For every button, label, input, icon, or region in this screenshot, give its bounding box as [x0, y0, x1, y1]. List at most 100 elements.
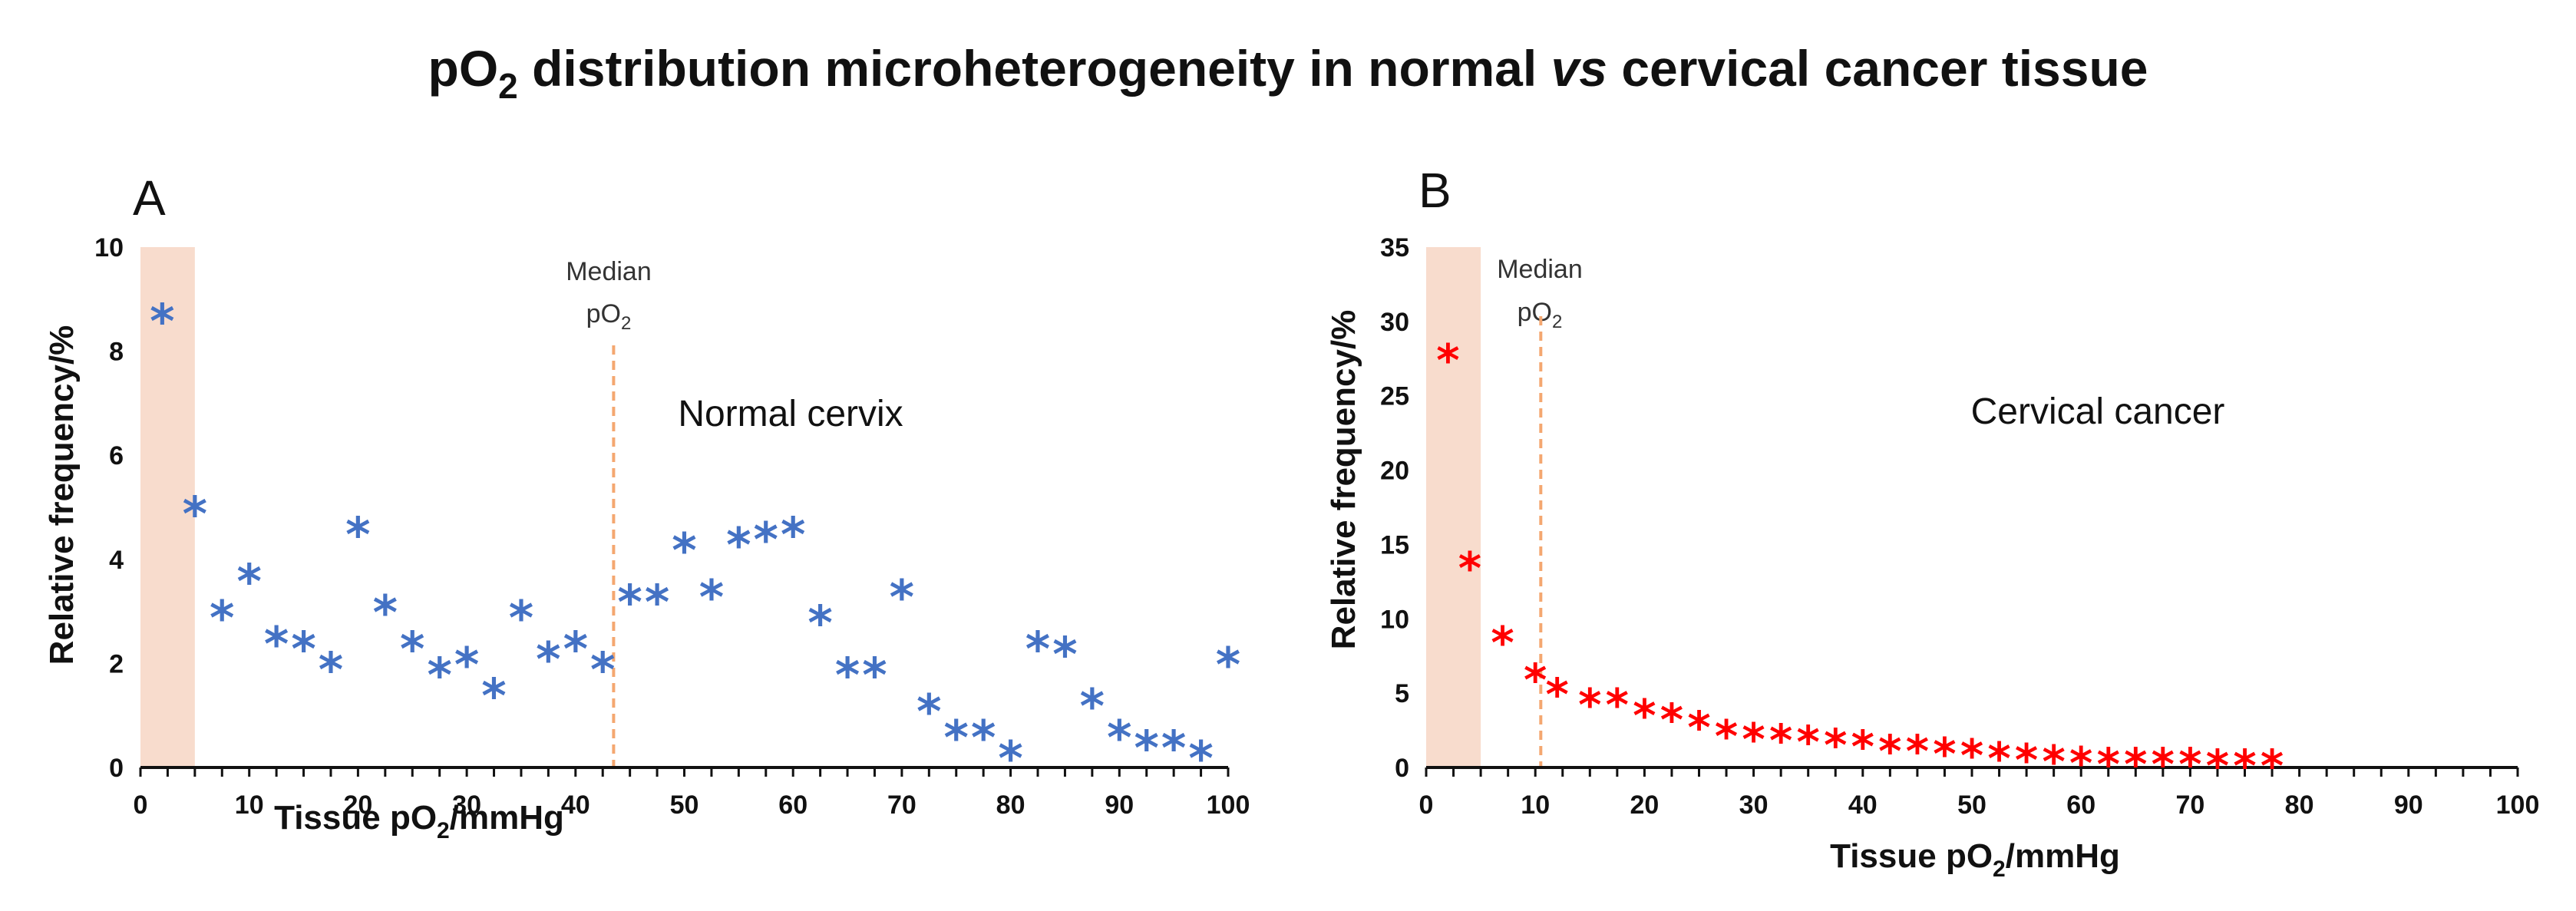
panel-b-data-point: *: [1545, 668, 1568, 721]
panel-b-data-point: *: [1436, 334, 1459, 386]
panel-a-label: A: [133, 170, 166, 226]
panel-a-data-point: *: [1107, 710, 1131, 766]
panel-b-data-point: *: [2124, 738, 2147, 791]
panel-a-data-point: *: [536, 632, 560, 688]
panel-a-y-tick-label: 10: [94, 233, 124, 262]
panel-b-x-axis-label: Tissue pO2/mmHg: [1830, 837, 2120, 882]
panel-a-data-point: *: [454, 637, 479, 693]
panel-b-y-tick-label: 35: [1380, 233, 1409, 262]
panel-b-y-tick-label: 15: [1380, 530, 1409, 559]
panel-b-data-point: *: [2152, 738, 2175, 791]
panel-a-x-tick-label: 20: [343, 791, 372, 820]
panel-b-x-tick-label: 90: [2394, 791, 2423, 820]
panel-b-y-tick-label: 30: [1380, 308, 1409, 337]
panel-a-y-tick-label: 2: [109, 649, 124, 678]
panel-a-y-tick-label: 6: [109, 441, 124, 470]
panel-a-data-point: *: [563, 622, 588, 678]
panel-b-x-tick-label: 80: [2285, 791, 2314, 820]
panel-b-data-point: *: [2042, 735, 2065, 787]
panel-a-data-point: *: [807, 596, 832, 652]
panel-a-data-point: *: [590, 642, 615, 698]
panel-b-x-tick-label: 50: [1957, 791, 1986, 820]
panel-b-data-point: *: [1458, 543, 1481, 595]
panel-a-data-point: *: [672, 523, 696, 579]
panel-b-data-point: *: [1797, 716, 1820, 768]
panel-b-label: B: [1418, 163, 1451, 218]
panel-b-y-tick-label: 0: [1395, 754, 1409, 783]
panel-b-x-tick-label: 0: [1419, 791, 1434, 820]
panel-b-x-tick-label: 100: [2496, 791, 2540, 820]
panel-b-data-point: *: [1769, 715, 1792, 767]
panel-a-data-point: *: [291, 622, 315, 678]
panel-b-x-tick-label: 40: [1848, 791, 1878, 820]
panel-a-data-point: *: [236, 553, 261, 609]
panel-b-data-point: *: [1491, 616, 1514, 668]
panel-b-median-label-line2: pO2: [1518, 298, 1563, 332]
panel-a-data-point: *: [916, 684, 941, 740]
panel-a-x-tick-label: 80: [996, 791, 1025, 820]
panel-b-y-tick-label: 20: [1380, 457, 1409, 486]
panel-b-data-point: *: [1742, 713, 1765, 765]
panel-a-data-point: *: [509, 590, 533, 646]
panel-a-x-tick-label: 30: [452, 791, 481, 820]
panel-a-x-tick-label: 70: [887, 791, 916, 820]
panel-b-data-point: *: [2097, 738, 2120, 791]
panel-a-data-point: *: [835, 648, 860, 704]
panel-b-data-point: *: [2206, 740, 2229, 792]
panel-b-x-tick-label: 30: [1739, 791, 1769, 820]
panel-a-data-point: *: [998, 731, 1022, 787]
panel-a-x-axis-label: Tissue pO2/mmHg: [274, 799, 564, 843]
panel-b: B Relative frequency/% Tissue pO2/mmHg M…: [1325, 163, 2539, 882]
panel-b-data-point: *: [1524, 654, 1547, 706]
panel-a-x-tick-label: 40: [561, 791, 590, 820]
panel-b-data-point: *: [1960, 730, 1983, 782]
panel-b-data-point: *: [1606, 679, 1629, 731]
panel-b-y-tick-label: 25: [1380, 382, 1409, 411]
panel-a-y-tick-label: 4: [109, 546, 124, 575]
panel-b-data-point: *: [2261, 740, 2284, 792]
panel-a-x-tick-label: 60: [778, 791, 807, 820]
panel-b-data-point: *: [2233, 740, 2256, 792]
panel-a-y-tick-label: 0: [109, 754, 124, 783]
panel-a-data-point: *: [1080, 678, 1105, 734]
panel-b-y-axis-label: Relative frequency/%: [1325, 310, 1362, 650]
panel-a-data-point: *: [1134, 720, 1159, 776]
panel-a-data-point: *: [345, 507, 370, 563]
panel-a-series-annotation: Normal cervix: [678, 394, 903, 434]
panel-b-y-tick-label: 5: [1395, 679, 1409, 708]
panel-a-data-point: *: [1052, 626, 1077, 682]
panel-b-data-point: *: [1851, 721, 1874, 773]
panel-a-data-point: *: [481, 668, 506, 725]
panel-b-x-tick-label: 10: [1521, 791, 1550, 820]
panel-a-data-point: *: [699, 569, 724, 625]
panel-a-data-point: *: [862, 648, 887, 704]
panel-b-data-point: *: [1987, 732, 2010, 784]
panel-b-data-point: *: [1715, 710, 1738, 762]
panel-a-x-tick-label: 90: [1105, 791, 1134, 820]
panel-a-data-point: *: [183, 486, 207, 542]
panel-a-median-label-line1: Median: [566, 257, 652, 286]
panel-a-data-point: *: [781, 507, 805, 563]
panel-a-data-point: *: [210, 590, 234, 646]
panel-b-x-tick-label: 20: [1630, 791, 1659, 820]
panel-a-data-point: *: [754, 512, 778, 568]
panel-a-y-axis-label: Relative frequency/%: [43, 325, 81, 665]
panel-a-data-point: *: [427, 648, 451, 704]
panel-a-data-point: *: [319, 642, 343, 698]
panel-a-data-point: *: [1188, 731, 1213, 787]
panel-b-data-point: *: [2069, 737, 2092, 789]
panel-b-median-label-line1: Median: [1497, 255, 1583, 284]
panel-a-data-point: *: [264, 616, 289, 672]
panel-a-data-point: *: [1161, 720, 1186, 776]
panel-a-x-tick-label: 50: [670, 791, 699, 820]
panel-a-data-point: *: [1025, 622, 1050, 678]
panel-a-x-tick-label: 10: [235, 791, 264, 820]
panel-b-hypoxic-band: [1426, 247, 1481, 767]
panel-a-y-tick-label: 8: [109, 338, 124, 367]
panel-b-data-point: *: [1660, 694, 1683, 746]
figure-title: pO2 distribution microheterogeneity in n…: [428, 40, 2148, 106]
panel-a-data-point: *: [150, 293, 174, 349]
panel-b-data-point: *: [1933, 728, 1956, 781]
panel-a-data-point: *: [971, 710, 996, 766]
